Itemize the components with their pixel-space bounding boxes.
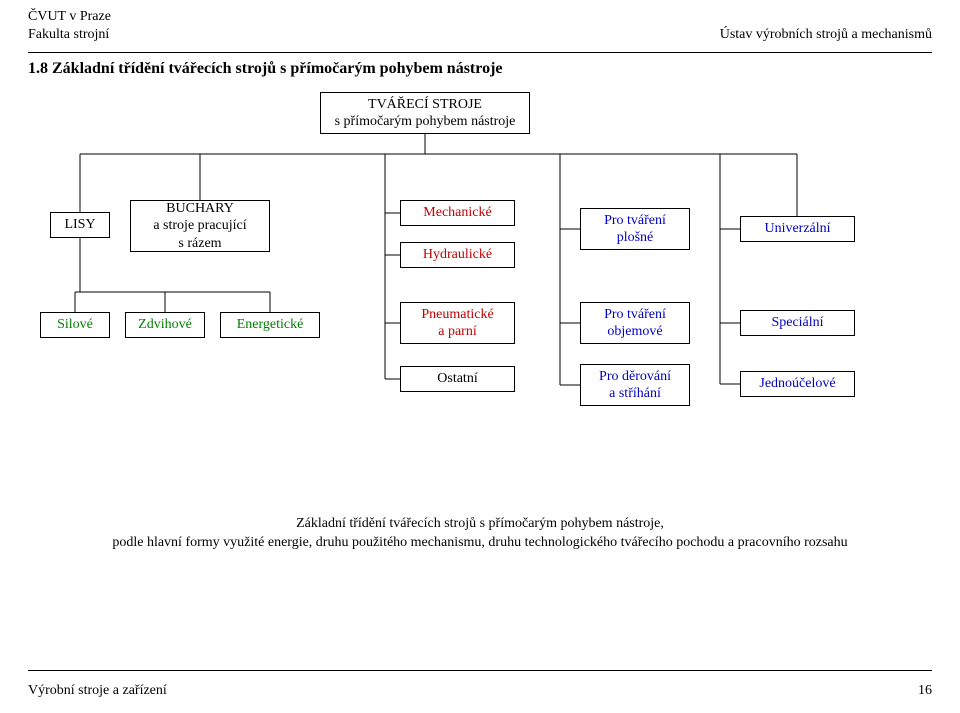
node-plosne-line2: plošné [617, 229, 654, 247]
node-energeticke: Energetické [220, 312, 320, 338]
diagram: TVÁŘECÍ STROJE s přímočarým pohybem nást… [40, 92, 920, 482]
node-plosne-line1: Pro tváření [604, 212, 666, 230]
node-buchary-line3: s rázem [178, 235, 221, 253]
node-jednoucelove-label: Jednoúčelové [759, 375, 835, 393]
node-buchary-line1: BUCHARY [166, 200, 234, 218]
page-header: ČVUT v Praze Fakulta strojní Ústav výrob… [0, 8, 960, 43]
node-energeticke-label: Energetické [237, 316, 304, 334]
node-hydraulicke: Hydraulické [400, 242, 515, 268]
footer-left: Výrobní stroje a zařízení [28, 683, 167, 699]
node-root-line1: TVÁŘECÍ STROJE [368, 96, 482, 114]
node-mechanicke-label: Mechanické [423, 204, 491, 222]
node-derovani-line1: Pro děrování [599, 368, 671, 386]
node-mechanicke: Mechanické [400, 200, 515, 226]
header-right: Ústav výrobních strojů a mechanismů [720, 8, 932, 43]
node-ostatni: Ostatní [400, 366, 515, 392]
node-specialni-label: Speciální [771, 314, 823, 332]
caption-line1: Základní třídění tvářecích strojů s přím… [40, 515, 920, 534]
node-ostatni-label: Ostatní [437, 370, 477, 388]
node-specialni: Speciální [740, 310, 855, 336]
node-derovani: Pro děrování a stříhání [580, 364, 690, 406]
page-footer: Výrobní stroje a zařízení 16 [28, 683, 932, 699]
node-silove-label: Silové [57, 316, 93, 334]
node-buchary: BUCHARY a stroje pracující s rázem [130, 200, 270, 252]
node-pneumaticke-line2: a parní [438, 323, 476, 341]
header-org-line1: ČVUT v Praze [28, 8, 111, 26]
node-zdvihove: Zdvihové [125, 312, 205, 338]
node-pneumaticke: Pneumatické a parní [400, 302, 515, 344]
header-dept: Ústav výrobních strojů a mechanismů [720, 26, 932, 44]
node-derovani-line2: a stříhání [609, 385, 661, 403]
section-title: 1.8 Základní třídění tvářecích strojů s … [28, 60, 503, 78]
node-jednoucelove: Jednoúčelové [740, 371, 855, 397]
node-hydraulicke-label: Hydraulické [423, 246, 492, 264]
caption: Základní třídění tvářecích strojů s přím… [40, 515, 920, 553]
node-objemove-line2: objemové [607, 323, 662, 341]
node-objemove-line1: Pro tváření [604, 306, 666, 324]
node-plosne: Pro tváření plošné [580, 208, 690, 250]
node-zdvihove-label: Zdvihové [138, 316, 192, 334]
node-lisy-label: LISY [64, 216, 95, 234]
node-univerzalni: Univerzální [740, 216, 855, 242]
node-pneumaticke-line1: Pneumatické [421, 306, 493, 324]
footer-page-number: 16 [918, 683, 932, 699]
footer-rule [28, 670, 932, 671]
node-univerzalni-label: Univerzální [764, 220, 830, 238]
node-objemove: Pro tváření objemové [580, 302, 690, 344]
header-rule [28, 52, 932, 53]
node-buchary-line2: a stroje pracující [153, 217, 246, 235]
node-silove: Silové [40, 312, 110, 338]
header-left: ČVUT v Praze Fakulta strojní [28, 8, 111, 43]
node-root-line2: s přímočarým pohybem nástroje [335, 113, 516, 131]
caption-line2: podle hlavní formy využité energie, druh… [40, 534, 920, 553]
header-org-line2: Fakulta strojní [28, 26, 111, 44]
node-lisy: LISY [50, 212, 110, 238]
node-root: TVÁŘECÍ STROJE s přímočarým pohybem nást… [320, 92, 530, 134]
connector-lines [40, 92, 920, 482]
